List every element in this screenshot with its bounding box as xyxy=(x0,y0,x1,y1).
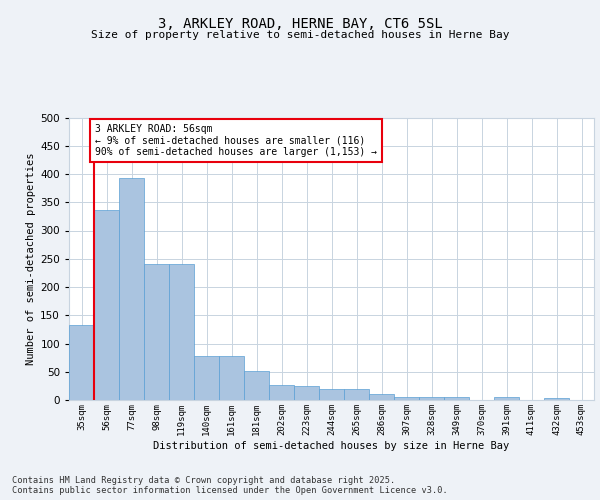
Bar xyxy=(494,397,519,400)
Bar xyxy=(444,397,469,400)
Bar xyxy=(244,371,269,400)
Bar xyxy=(169,264,194,400)
Bar xyxy=(394,396,419,400)
Bar xyxy=(69,325,94,400)
Y-axis label: Number of semi-detached properties: Number of semi-detached properties xyxy=(26,152,36,365)
Bar xyxy=(94,210,119,400)
Text: 3, ARKLEY ROAD, HERNE BAY, CT6 5SL: 3, ARKLEY ROAD, HERNE BAY, CT6 5SL xyxy=(158,18,442,32)
Bar xyxy=(544,398,569,400)
Bar xyxy=(269,386,294,400)
Bar xyxy=(144,264,169,400)
Text: 3 ARKLEY ROAD: 56sqm
← 9% of semi-detached houses are smaller (116)
90% of semi-: 3 ARKLEY ROAD: 56sqm ← 9% of semi-detach… xyxy=(95,124,377,158)
Bar xyxy=(219,356,244,400)
Bar xyxy=(344,390,369,400)
Bar xyxy=(369,394,394,400)
Text: Size of property relative to semi-detached houses in Herne Bay: Size of property relative to semi-detach… xyxy=(91,30,509,40)
Bar xyxy=(294,386,319,400)
Bar xyxy=(419,396,444,400)
Text: Contains HM Land Registry data © Crown copyright and database right 2025.
Contai: Contains HM Land Registry data © Crown c… xyxy=(12,476,448,495)
Bar xyxy=(194,356,219,400)
X-axis label: Distribution of semi-detached houses by size in Herne Bay: Distribution of semi-detached houses by … xyxy=(154,440,509,450)
Bar xyxy=(319,390,344,400)
Bar xyxy=(119,178,144,400)
